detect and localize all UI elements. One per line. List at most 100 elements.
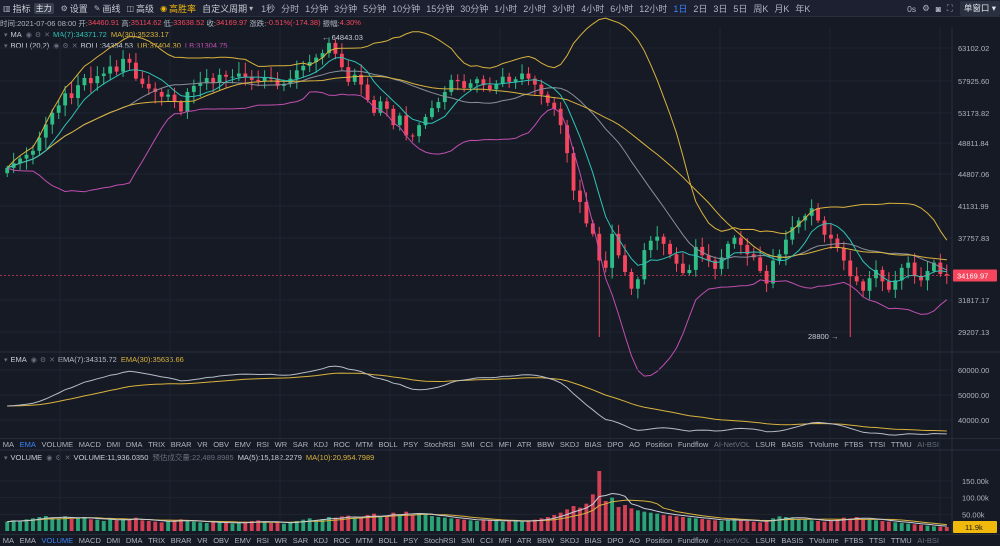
indicator-tab[interactable]: BIAS (584, 536, 602, 545)
interval-tab[interactable]: 5日 (733, 3, 748, 14)
interval-tab[interactable]: 12小时 (639, 3, 668, 14)
indicator-tab[interactable]: BASIS (781, 440, 804, 449)
main-force-badge[interactable]: 主力 (33, 2, 54, 14)
interval-tab[interactable]: 5分钟 (363, 3, 387, 14)
indicator-tab[interactable]: StochRSI (423, 536, 456, 545)
collapse-icon[interactable]: ▾ (4, 42, 8, 50)
fullscreen-icon[interactable]: ⛶ (946, 3, 953, 13)
eye-icon[interactable]: ◉ (53, 42, 60, 50)
indicator-tab[interactable]: TRIX (148, 440, 166, 449)
indicator-tab[interactable]: Fundflow (677, 536, 709, 545)
indicator-tab[interactable]: DPO (607, 536, 624, 545)
indicator-tab[interactable]: VOLUME (41, 440, 74, 449)
interval-tab[interactable]: 3日 (713, 3, 728, 14)
indicator-tab[interactable]: MA (2, 440, 15, 449)
interval-tab[interactable]: 6小时 (610, 3, 634, 14)
indicator-tab[interactable]: RSI (256, 440, 270, 449)
indicator-tab[interactable]: AI-NetVOL (713, 440, 751, 449)
interval-tab[interactable]: 30分钟 (460, 3, 489, 14)
eye-icon[interactable]: ◉ (46, 454, 53, 462)
gear-icon[interactable]: ⚙ (55, 454, 62, 462)
indicator-tab[interactable]: StochRSI (423, 440, 456, 449)
indicator-tab[interactable]: DMI (106, 440, 121, 449)
settings-icon[interactable]: ⚙ (922, 3, 930, 13)
indicator-tab[interactable]: AI-BSI (917, 536, 939, 545)
indicator-tab[interactable]: EMA (19, 440, 36, 449)
indicator-tab[interactable]: BBW (537, 440, 555, 449)
interval-tab[interactable]: 1秒 (261, 3, 276, 14)
interval-tab[interactable]: 分时 (281, 3, 300, 14)
interval-tab[interactable]: 周K (753, 3, 769, 14)
indicator-tab[interactable]: OBV (213, 440, 230, 449)
indicator-tab[interactable]: RSI (256, 536, 270, 545)
indicator-tab[interactable]: AI-BSI (917, 440, 939, 449)
custom-period-dropdown[interactable]: 自定义周期 ▾ (202, 3, 254, 14)
indicator-tab[interactable]: MTM (355, 536, 373, 545)
indicator-tab[interactable]: VR (197, 536, 208, 545)
interval-tab[interactable]: 3分钟 (334, 3, 358, 14)
indicator-tab[interactable]: FTBS (844, 536, 864, 545)
indicator-tab[interactable]: EMV (234, 536, 251, 545)
indicator-tab[interactable]: WR (274, 440, 288, 449)
indicator-menu[interactable]: ▥ 指标 (3, 3, 31, 14)
indicator-tab[interactable]: BASIS (781, 536, 804, 545)
draw-line-button[interactable]: ✎ 画线 (93, 3, 121, 14)
interval-tab[interactable]: 年K (795, 3, 811, 14)
indicator-tab[interactable]: Position (645, 440, 673, 449)
indicator-tab[interactable]: PSY (403, 440, 419, 449)
indicator-tab[interactable]: AO (629, 536, 640, 545)
indicator-tab[interactable]: MFI (498, 536, 512, 545)
indicator-tab[interactable]: DMA (125, 536, 143, 545)
indicator-tab[interactable]: MFI (498, 440, 512, 449)
close-icon[interactable]: ✕ (64, 454, 71, 462)
interval-tab[interactable]: 2小时 (523, 3, 547, 14)
indicator-tab[interactable]: VOLUME (41, 536, 74, 545)
interval-tab[interactable]: 1分钟 (305, 3, 329, 14)
indicator-tab[interactable]: TRIX (148, 536, 166, 545)
indicator-tab[interactable]: SKDJ (559, 440, 579, 449)
indicator-tab[interactable]: KDJ (313, 536, 328, 545)
close-icon[interactable]: ✕ (49, 356, 56, 364)
indicator-tab[interactable]: MA (2, 536, 15, 545)
indicator-tab[interactable]: FTBS (844, 440, 864, 449)
indicator-tab[interactable]: KDJ (313, 440, 328, 449)
indicator-tab[interactable]: BRAR (170, 536, 192, 545)
gear-icon[interactable]: ⚙ (34, 31, 42, 39)
interval-tab[interactable]: 2日 (693, 3, 708, 14)
gear-icon[interactable]: ⚙ (62, 42, 69, 50)
indicator-tab[interactable]: Position (645, 536, 673, 545)
indicator-tab[interactable]: SAR (292, 440, 309, 449)
single-window-dropdown[interactable]: 单窗口 ▾ (959, 1, 1000, 16)
indicator-tab[interactable]: DPO (607, 440, 624, 449)
indicator-tab[interactable]: TTMU (890, 536, 912, 545)
indicator-tab[interactable]: DMI (106, 536, 121, 545)
indicator-tab[interactable]: BOLL (378, 440, 398, 449)
indicator-tab[interactable]: LSUR (755, 536, 776, 545)
indicator-tab[interactable]: PSY (403, 536, 419, 545)
indicator-tab[interactable]: ATR (517, 440, 532, 449)
indicator-tab[interactable]: EMV (234, 440, 251, 449)
indicator-tab[interactable]: BOLL (378, 536, 398, 545)
interval-tab[interactable]: 15分钟 (426, 3, 455, 14)
collapse-icon[interactable]: ▾ (4, 356, 8, 364)
close-icon[interactable]: ✕ (44, 31, 51, 39)
indicator-tab[interactable]: BRAR (170, 440, 192, 449)
interval-tab[interactable]: 1小时 (494, 3, 518, 14)
collapse-icon[interactable]: ▾ (4, 31, 8, 39)
advanced-button[interactable]: ◫ 高级 (126, 3, 155, 14)
indicator-tab[interactable]: CCI (480, 536, 493, 545)
indicator-tab[interactable]: MACD (78, 536, 101, 545)
settings-button[interactable]: ⚙ 设置 (60, 3, 88, 14)
eye-icon[interactable]: ◉ (30, 356, 37, 364)
indicator-tab[interactable]: CCI (480, 440, 493, 449)
indicator-tab[interactable]: EMA (19, 536, 36, 545)
interval-tab[interactable]: 3小时 (552, 3, 576, 14)
indicator-tab[interactable]: OBV (213, 536, 230, 545)
indicator-tab[interactable]: LSUR (755, 440, 776, 449)
indicator-tab[interactable]: SMI (461, 536, 475, 545)
indicator-tab[interactable]: SMI (461, 440, 475, 449)
interval-tab[interactable]: 1日 (673, 3, 688, 14)
indicator-tab[interactable]: AO (629, 440, 640, 449)
indicator-tab[interactable]: TVolume (809, 536, 839, 545)
